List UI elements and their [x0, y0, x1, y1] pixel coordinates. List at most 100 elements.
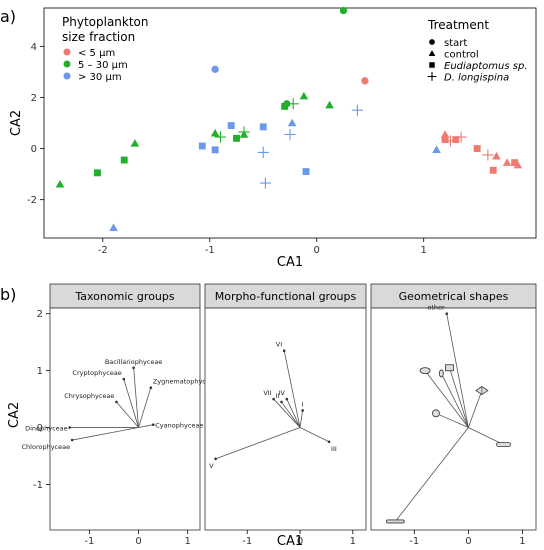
- scatter-point-plus: [214, 131, 227, 143]
- scatter-point-square: [511, 159, 519, 167]
- vector-tip: [445, 312, 449, 315]
- loading-vector: [446, 313, 469, 428]
- scatter-point-plus: [455, 131, 467, 143]
- scatter-point-circle: [211, 65, 219, 73]
- scatter-point-triangle: [210, 128, 220, 137]
- vector-tip: [282, 349, 286, 352]
- vector-tip: [149, 386, 153, 389]
- legend-size-title-line1: Phytoplankton: [62, 15, 149, 29]
- scatter-point-square: [452, 136, 460, 144]
- y-tick-label: 2: [31, 93, 37, 104]
- vector-tip: [280, 400, 283, 404]
- scatter-point-square: [473, 145, 481, 152]
- vector-label: Zygnematophyceae: [153, 378, 218, 386]
- x-tick-label: -2: [98, 245, 108, 256]
- scatter-point-plus: [482, 149, 494, 161]
- legend-treatment-swatch: [428, 50, 436, 57]
- panel-b-label: b): [0, 285, 16, 304]
- loading-vector: [468, 390, 483, 428]
- legend-treatment-label: D. longispina: [444, 73, 509, 84]
- loading-vector: [286, 398, 301, 428]
- loading-vector: [283, 350, 301, 428]
- scatter-point-plus: [257, 146, 269, 158]
- legend-size-swatch: [63, 72, 71, 80]
- vector-tip: [214, 457, 217, 461]
- facet-1: Taxonomic groups -1 0 1 -1 0 1 2 Bacillariophyce…: [22, 283, 218, 547]
- panel-a-y-axis-label: CA2: [9, 110, 24, 136]
- legend-treatment-label: start: [444, 38, 467, 49]
- y-tick-label: 1: [37, 366, 43, 377]
- facet-strip: [370, 283, 537, 309]
- vector-label: Cyanophyceae: [155, 422, 203, 430]
- scatter-point-triangle: [432, 145, 441, 154]
- vector-label: I: [302, 400, 304, 408]
- loading-vector: [116, 401, 139, 428]
- x-tick-label: 1: [185, 536, 191, 547]
- loading-vector: [138, 387, 152, 428]
- y-tick-label: -2: [27, 195, 37, 206]
- loading-vector: [72, 427, 139, 441]
- loading-vector: [281, 401, 301, 428]
- scatter-point-square: [233, 134, 240, 142]
- loading-vector: [215, 427, 301, 460]
- loading-vector: [395, 427, 469, 522]
- x-tick-label: -1: [84, 536, 94, 547]
- loading-vector: [123, 379, 139, 428]
- vector-label: VII: [263, 389, 271, 397]
- panel-a-scatter: a) -2 -1 0 1 -2 0 2 4 CA1 CA2 Phytoplankton siz…: [0, 6, 537, 270]
- facet-plot-area: [49, 307, 201, 531]
- facet-plot-area: [370, 307, 537, 531]
- x-tick-label: 0: [135, 536, 141, 547]
- vector-label: Chrysophyceae: [64, 392, 114, 400]
- vector-tip: [285, 397, 289, 401]
- vector-label: V: [209, 462, 214, 470]
- loading-vector: [468, 427, 504, 445]
- scatter-point-square: [302, 168, 310, 175]
- scatter-point-triangle: [287, 118, 297, 127]
- vector-label: III: [331, 445, 337, 453]
- panel-a-label: a): [0, 7, 16, 26]
- scatter-point-triangle: [299, 91, 309, 100]
- scatter-point-square: [441, 136, 449, 144]
- vector-label: VI: [276, 341, 282, 349]
- shape-glyph-rod-icon: [496, 442, 511, 448]
- vector-tip: [115, 400, 118, 404]
- scatter-point-square: [227, 122, 235, 129]
- scatter-point-circle: [361, 77, 369, 85]
- x-tick-label: 1: [421, 245, 427, 256]
- y-tick-label: -1: [33, 480, 43, 491]
- shape-glyph-diamond-icon: [475, 386, 489, 396]
- scatter-point-square: [120, 156, 128, 164]
- scatter-point-plus: [284, 128, 296, 141]
- loading-vector: [435, 412, 469, 428]
- x-tick-label: 1: [350, 536, 356, 547]
- vector-label: IV: [278, 389, 285, 397]
- vector-label: other: [427, 304, 445, 312]
- vector-label: Bacillariophyceae: [105, 358, 163, 366]
- panel-b-y-axis-label: CA2: [7, 402, 22, 428]
- scatter-point-square: [281, 102, 289, 110]
- y-tick-label: 0: [31, 144, 37, 155]
- panel-a-axes: -2 -1 0 1 -2 0 2 4: [27, 42, 427, 256]
- vector-label: II: [276, 392, 280, 400]
- scatter-point-square: [211, 146, 219, 154]
- scatter-point-square: [94, 169, 101, 177]
- legend-size-swatch: [63, 48, 71, 56]
- legend-size-label: 5 – 30 μm: [78, 60, 128, 71]
- scatter-point-square: [259, 123, 267, 131]
- panel-a-points: [55, 6, 523, 232]
- vector-tip: [301, 409, 304, 412]
- x-tick-label: 0: [297, 536, 303, 547]
- loading-vector: [449, 367, 469, 428]
- scatter-point-plus: [444, 135, 457, 147]
- scatter-point-triangle: [109, 223, 118, 232]
- scatter-point-triangle: [502, 158, 512, 166]
- vector-tip: [70, 438, 74, 442]
- x-tick-label: 1: [519, 536, 525, 547]
- legend-treatment-swatch: [429, 39, 435, 45]
- y-tick-label: 4: [31, 42, 37, 53]
- loading-vector: [424, 370, 469, 428]
